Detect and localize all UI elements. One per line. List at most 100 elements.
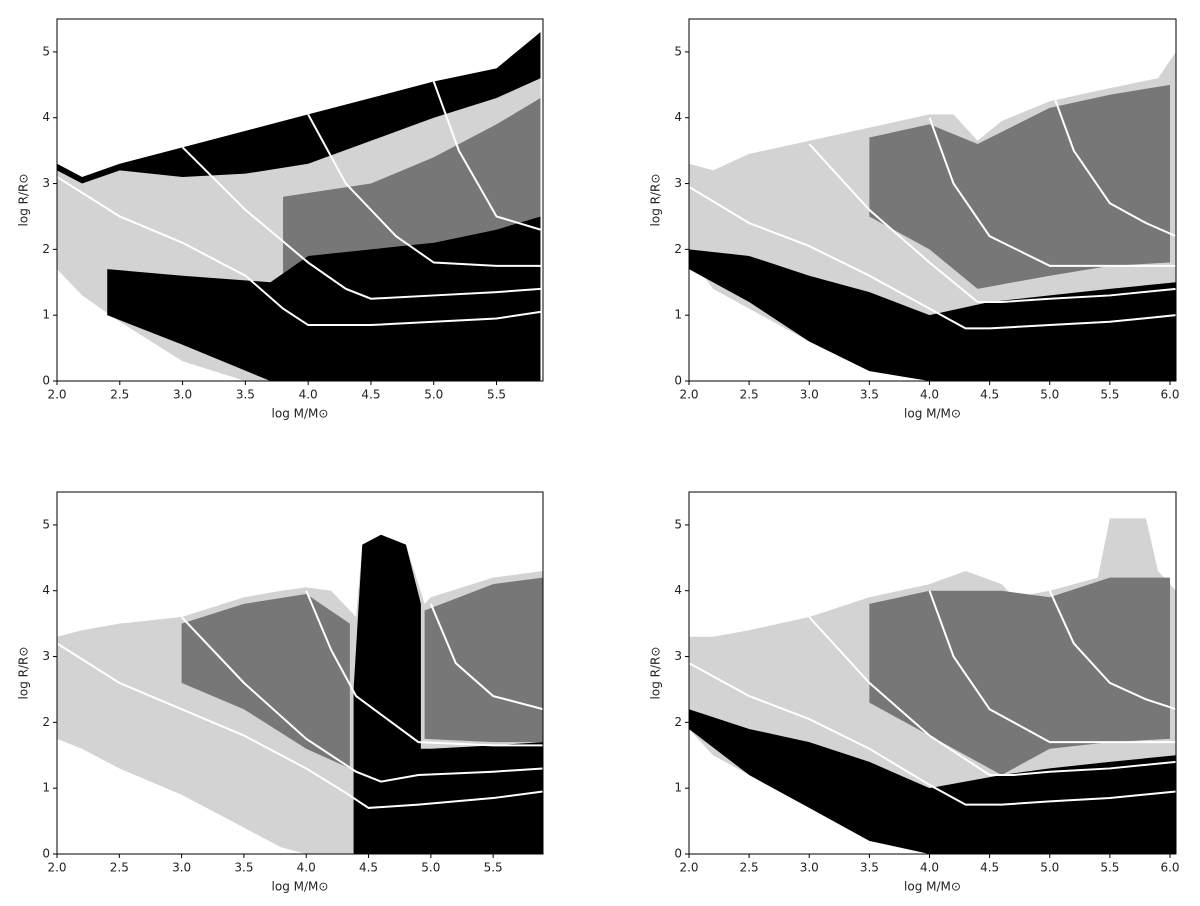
x-tick-label: 2.0	[47, 388, 66, 402]
axes-frame	[56, 18, 544, 382]
x-tick-label: 3.5	[860, 861, 879, 875]
plot-area	[57, 32, 541, 381]
region	[107, 216, 541, 381]
plot-area	[689, 51, 1176, 381]
region	[689, 249, 1176, 381]
curve	[1048, 84, 1176, 238]
curve	[180, 616, 543, 783]
axes-frame	[688, 18, 1177, 382]
curve	[928, 117, 1176, 267]
curve	[57, 642, 543, 809]
x-tick-label: 2.5	[740, 861, 759, 875]
x-axis-label: log M/M⊙	[904, 880, 961, 894]
curve	[808, 616, 1176, 777]
curve	[57, 176, 541, 327]
y-tick-label: 2	[42, 242, 50, 256]
x-tick-label: 3.0	[173, 388, 192, 402]
x-tick-label: 4.5	[980, 388, 999, 402]
y-tick-label: 3	[674, 176, 682, 190]
x-tick-label: 5.5	[1100, 388, 1119, 402]
region	[689, 709, 1176, 854]
y-tick-label: 0	[42, 374, 50, 388]
y-axis-label: log R/R⊙	[649, 647, 663, 700]
x-axis-label: log M/M⊙	[272, 880, 329, 894]
x-tick-label: 5.0	[1040, 388, 1059, 402]
y-tick-label: 2	[674, 715, 682, 729]
y-tick-label: 0	[674, 847, 682, 861]
y-tick-label: 5	[674, 44, 682, 58]
region	[869, 577, 1170, 776]
y-tick-label: 4	[42, 110, 50, 124]
y-tick-label: 3	[42, 649, 50, 663]
curve	[689, 185, 1176, 330]
region	[353, 534, 421, 854]
y-tick-label: 5	[674, 517, 682, 531]
plot-area	[689, 518, 1176, 854]
x-tick-label: 3.0	[172, 861, 191, 875]
region	[181, 594, 350, 769]
y-tick-label: 3	[42, 176, 50, 190]
panel: 2.0 2.5 3.0 3.5 4.0 4.5 5.0 5.5 6.0 0 1 2 3 4 5 log M/M…	[649, 491, 1180, 894]
curve	[305, 590, 543, 747]
x-tick-label: 5.5	[487, 388, 506, 402]
y-tick-label: 4	[42, 583, 50, 597]
x-axis-label: log M/M⊙	[904, 407, 961, 421]
x-tick-label: 3.0	[800, 861, 819, 875]
x-axis-label: log M/M⊙	[272, 407, 329, 421]
plot-area	[57, 534, 543, 854]
y-axis-label: log R/R⊙	[649, 174, 663, 227]
panel: 2.0 2.5 3.0 3.5 4.0 4.5 5.0 5.5 0 1 2 3 4 5 log M/M⊙ lo…	[17, 491, 544, 894]
y-tick-label: 0	[42, 847, 50, 861]
x-tick-label: 4.5	[980, 861, 999, 875]
x-tick-label: 3.5	[236, 388, 255, 402]
y-tick-label: 4	[674, 110, 682, 124]
axes-frame	[688, 491, 1177, 855]
x-tick-label: 2.5	[110, 861, 129, 875]
x-tick-label: 2.0	[47, 861, 66, 875]
region	[869, 84, 1170, 289]
y-tick-label: 1	[42, 781, 50, 795]
x-tick-label: 3.0	[800, 388, 819, 402]
y-tick-label: 5	[42, 44, 50, 58]
x-tick-label: 5.0	[421, 861, 440, 875]
x-tick-label: 5.5	[484, 861, 503, 875]
y-tick-label: 1	[674, 308, 682, 322]
curve	[808, 143, 1176, 304]
x-tick-label: 5.0	[1040, 861, 1059, 875]
x-tick-label: 2.5	[740, 388, 759, 402]
y-tick-label: 0	[674, 374, 682, 388]
panel: 2.0 2.5 3.0 3.5 4.0 4.5 5.0 5.5 6.0 0 1 2 3 4 5 log M/M…	[649, 18, 1180, 421]
curve	[432, 81, 541, 231]
x-tick-label: 4.0	[920, 388, 939, 402]
y-tick-label: 2	[674, 242, 682, 256]
region	[418, 742, 543, 854]
axes-frame	[56, 491, 544, 855]
curve	[181, 146, 541, 300]
x-tick-label: 2.0	[679, 388, 698, 402]
x-tick-label: 5.0	[424, 388, 443, 402]
x-tick-label: 4.0	[297, 861, 316, 875]
y-tick-label: 5	[42, 517, 50, 531]
x-tick-label: 3.5	[860, 388, 879, 402]
x-tick-label: 4.0	[299, 388, 318, 402]
x-tick-label: 4.5	[359, 861, 378, 875]
x-tick-label: 4.5	[361, 388, 380, 402]
curve	[307, 113, 541, 267]
x-tick-label: 5.5	[1100, 861, 1119, 875]
y-tick-label: 3	[674, 649, 682, 663]
region	[283, 97, 541, 296]
x-tick-label: 4.0	[920, 861, 939, 875]
y-tick-label: 4	[674, 583, 682, 597]
y-tick-label: 2	[42, 715, 50, 729]
curve	[429, 603, 543, 711]
x-tick-label: 6.0	[1160, 388, 1179, 402]
panel: 2.0 2.5 3.0 3.5 4.0 4.5 5.0 5.5 0 1 2 3 4 5 log M/M⊙ lo…	[17, 18, 544, 421]
x-tick-label: 6.0	[1160, 861, 1179, 875]
x-tick-label: 3.5	[234, 861, 253, 875]
y-tick-label: 1	[674, 781, 682, 795]
curve	[928, 590, 1176, 744]
curve	[689, 662, 1176, 806]
y-axis-label: log R/R⊙	[17, 647, 31, 700]
